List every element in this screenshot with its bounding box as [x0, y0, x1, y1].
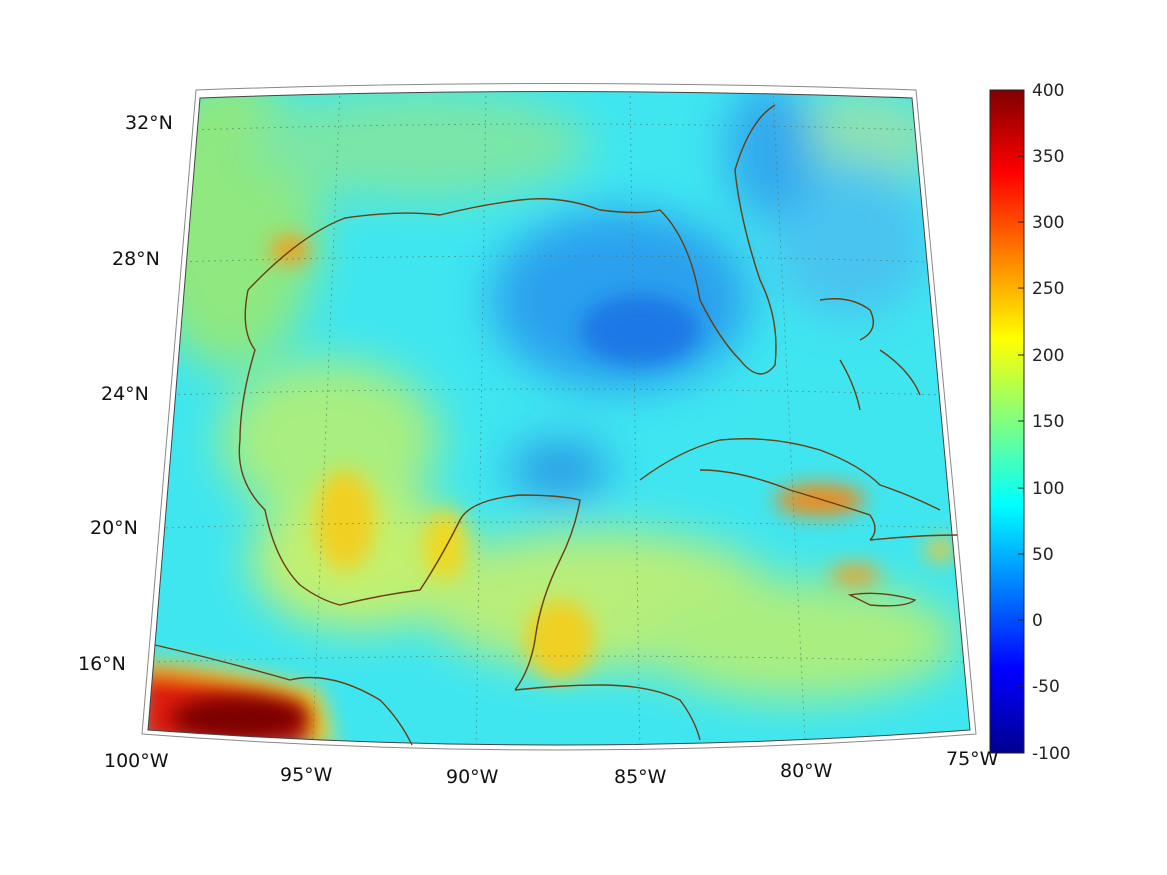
- lat-label-32: 32°N: [125, 112, 173, 134]
- latitude-labels: 32°N 28°N 24°N 20°N 16°N: [78, 112, 173, 675]
- lon-label-85: 85°W: [614, 766, 667, 788]
- graticule: [151, 91, 967, 745]
- colorbar-label: 350: [1032, 147, 1064, 167]
- colorbar: 400 350 300 250 200 150 100 50 0 -50 -10…: [989, 81, 1071, 764]
- colorbar-label: 250: [1032, 279, 1064, 299]
- colorbar-label: 300: [1032, 213, 1064, 233]
- data-field: [148, 91, 970, 745]
- colorbar-label: 100: [1032, 479, 1064, 499]
- colorbar-label: 400: [1032, 81, 1064, 101]
- lat-label-28: 28°N: [112, 248, 160, 270]
- colorbar-label: 50: [1032, 545, 1054, 565]
- lon-label-95: 95°W: [280, 764, 333, 786]
- colorbar-label: -100: [1032, 744, 1071, 764]
- lat-label-20: 20°N: [90, 517, 138, 539]
- lon-label-90: 90°W: [446, 766, 499, 788]
- lat-label-24: 24°N: [101, 383, 149, 405]
- colorbar-label: 0: [1032, 611, 1043, 631]
- lon-label-80: 80°W: [780, 760, 833, 782]
- colorbar-label: -50: [1032, 677, 1060, 697]
- lat-label-16: 16°N: [78, 653, 126, 675]
- colorbar-gradient: [989, 89, 1025, 754]
- colorbar-label: 150: [1032, 412, 1064, 432]
- lon-label-75: 75°W: [946, 748, 999, 770]
- colorbar-ticks: [1018, 89, 1024, 754]
- map-frame: [141, 83, 977, 751]
- lon-label-100: 100°W: [104, 750, 169, 772]
- coastlines: [154, 104, 959, 746]
- colorbar-label: 200: [1032, 346, 1064, 366]
- longitude-labels: 100°W 95°W 90°W 85°W 80°W 75°W: [104, 748, 999, 788]
